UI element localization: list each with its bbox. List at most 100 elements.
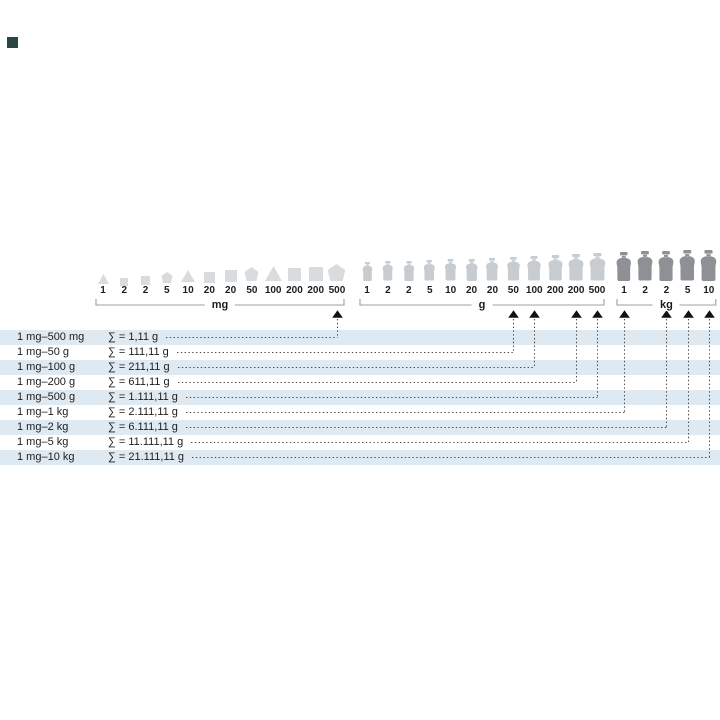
arrow-up-icon — [661, 310, 672, 318]
arrow-up-icon — [508, 310, 519, 318]
weight-value-label: 20 — [465, 285, 478, 296]
weight-icon-g-5 — [422, 260, 437, 286]
weight-value-label: 2 — [121, 285, 128, 296]
weight-value-label: 2 — [142, 285, 149, 296]
weight-icon-g-500 — [587, 253, 608, 286]
weight-icon-g-200 — [546, 255, 565, 286]
weight-value-label: 20 — [203, 285, 215, 296]
weight-value-label: 5 — [426, 285, 433, 296]
weight-icon-mg-200 — [287, 267, 301, 286]
weight-icon-mg-2 — [141, 272, 151, 290]
weight-set-row: 1 mg–50 g ∑ = 111,11 g — [0, 345, 720, 360]
weight-icon-g-20 — [484, 258, 500, 286]
jar-shape — [680, 250, 696, 281]
weight-icon-mg-1 — [97, 271, 109, 289]
square-shape — [308, 266, 323, 281]
weight-icon-mg-10 — [181, 269, 196, 287]
set-sum-label: ∑ = 211,11 g — [108, 361, 170, 373]
arrow-up-icon — [592, 310, 603, 318]
set-range-label: 1 mg–1 kg — [17, 406, 69, 418]
set-range-label: 1 mg–2 kg — [17, 421, 69, 433]
weight-value-label: 200 — [307, 285, 325, 296]
pentagon-shape — [161, 271, 173, 283]
triangle-shape — [264, 265, 282, 281]
weight-icon-kg-2 — [635, 251, 655, 286]
weight-value-label: 200 — [546, 285, 564, 296]
arrow-up-icon — [683, 310, 694, 318]
set-range-label: 1 mg–200 g — [17, 376, 76, 388]
jar-shape — [701, 249, 717, 281]
set-sum-label: ∑ = 2.111,11 g — [108, 406, 178, 418]
weight-set-row: 1 mg–5 kg ∑ = 11.111,11 g — [0, 435, 720, 450]
weight-icon-mg-20 — [224, 269, 237, 287]
weight-set-row: 1 mg–100 g ∑ = 211,11 g — [0, 360, 720, 375]
weight-value-label: 2 — [385, 285, 391, 296]
weight-icon-g-200 — [566, 254, 586, 286]
triangle-shape — [97, 273, 109, 284]
set-range-label: 1 mg–10 kg — [17, 451, 75, 463]
set-sum-label: ∑ = 21.111,11 g — [108, 451, 185, 463]
weight-icon-mg-2 — [120, 273, 129, 291]
weight-value-label: 200 — [286, 285, 303, 296]
weight-value-label: 1 — [364, 285, 370, 296]
weight-set-row: 1 mg–200 g ∑ = 611,11 g — [0, 375, 720, 390]
jar-shape — [362, 261, 372, 281]
set-sum-label: ∑ = 6.111,11 g — [108, 421, 178, 433]
weight-set-row: 1 mg–1 kg ∑ = 2.111,11 g — [0, 405, 720, 420]
triangle-shape — [181, 269, 196, 282]
weight-set-row: 1 mg–2 kg ∑ = 6.111,11 g — [0, 420, 720, 435]
weight-icon-g-50 — [505, 257, 522, 286]
weight-value-label: 5 — [164, 285, 170, 296]
weight-value-label: 1 — [621, 285, 627, 296]
corner-logo-square — [7, 37, 18, 48]
weight-icon-mg-500 — [327, 263, 346, 286]
set-range-label: 1 mg–500 g — [17, 391, 76, 403]
weight-value-label: 10 — [182, 285, 194, 296]
weight-value-label: 5 — [684, 285, 691, 296]
square-shape — [224, 269, 237, 282]
set-sum-label: ∑ = 111,11 g — [108, 346, 169, 358]
weight-icon-g-10 — [443, 259, 458, 286]
jar-shape — [382, 261, 393, 281]
set-sum-label: ∑ = 11.111,11 g — [108, 436, 184, 448]
square-shape — [203, 271, 215, 283]
weight-set-row: 1 mg–10 kg ∑ = 21.111,11 g — [0, 450, 720, 465]
pentagon-shape — [244, 266, 259, 281]
weight-icon-g-20 — [464, 258, 480, 286]
set-sum-label: ∑ = 1,11 g — [108, 331, 159, 343]
jar-shape — [637, 251, 653, 281]
square-shape — [120, 277, 129, 286]
unit-label-kg: kg — [652, 298, 680, 311]
weight-icon-g-2 — [402, 260, 416, 286]
jar-shape — [616, 251, 632, 281]
weight-value-label: 200 — [567, 285, 585, 296]
weight-icon-kg-1 — [614, 251, 634, 286]
square-shape — [141, 275, 151, 285]
weight-icon-mg-5 — [161, 270, 173, 288]
arrow-up-icon — [704, 310, 715, 318]
weight-icon-mg-100 — [264, 265, 282, 286]
weight-icon-mg-200 — [308, 266, 323, 286]
weight-value-label: 50 — [507, 285, 519, 296]
square-shape — [287, 267, 301, 281]
unit-label-g: g — [471, 298, 493, 311]
weight-value-label: 20 — [225, 285, 237, 296]
set-sum-label: ∑ = 1.111,11 g — [108, 391, 178, 403]
arrow-up-icon — [571, 310, 582, 318]
jar-shape — [465, 258, 478, 281]
jar-shape — [424, 260, 436, 281]
weight-value-label: 500 — [328, 285, 346, 296]
weight-value-label: 100 — [264, 285, 282, 296]
arrow-up-icon — [332, 310, 343, 318]
jar-shape — [527, 256, 541, 281]
set-range-label: 1 mg–50 g — [17, 346, 69, 358]
weight-icon-g-2 — [381, 261, 395, 286]
weight-icon-kg-10 — [698, 249, 719, 286]
weight-value-label: 2 — [406, 285, 412, 296]
weight-icon-mg-20 — [203, 270, 215, 288]
weight-set-row: 1 mg–500 mg ∑ = 1,11 g — [0, 330, 720, 345]
weight-value-label: 20 — [486, 285, 499, 296]
set-range-label: 1 mg–100 g — [17, 361, 76, 373]
jar-shape — [568, 254, 584, 281]
